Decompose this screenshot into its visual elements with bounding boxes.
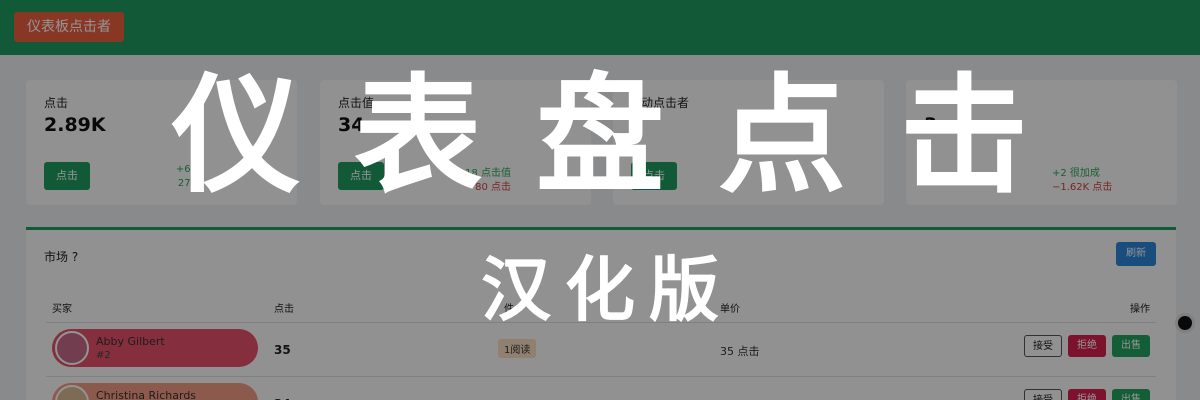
- column-header: 件: [504, 304, 514, 315]
- market-title: 市场 ?: [44, 250, 79, 264]
- reject-button[interactable]: 拒绝: [1068, 389, 1106, 400]
- reject-button[interactable]: 拒绝: [1068, 335, 1106, 357]
- card: 点击 2.89K 点击 +69 275: [26, 80, 297, 205]
- buyer-name: Abby Gilbert: [96, 335, 165, 348]
- buyer-pill: Abby Gilbert #2: [52, 329, 258, 367]
- buyer-name: Christina Richards: [96, 389, 197, 400]
- card-stat: 18 点击值: [465, 168, 511, 179]
- card-stat: +69: [175, 164, 197, 175]
- card-label: 点击值: [338, 96, 375, 110]
- card-stat: 80 点击: [475, 182, 511, 193]
- sell-button[interactable]: 出售: [1112, 335, 1150, 357]
- buyer-id: #2: [96, 350, 111, 361]
- clicks: 35: [274, 343, 291, 357]
- click-button[interactable]: 点击: [44, 162, 90, 190]
- card-label: 点击: [44, 96, 69, 110]
- card-value: 34: [338, 114, 365, 136]
- clicks: 34: [274, 397, 291, 400]
- refresh-button[interactable]: 刷新: [1116, 242, 1156, 266]
- avatar: [55, 331, 89, 365]
- card-label: 动点击者: [641, 96, 690, 110]
- price: 35 点击: [720, 345, 760, 358]
- buyer-row: Christina Richards 34 接受 拒绝 出售: [46, 376, 1156, 400]
- github-icon[interactable]: [1175, 313, 1195, 333]
- card-stat: 275: [177, 178, 197, 189]
- accept-button[interactable]: 接受: [1024, 389, 1062, 400]
- sell-button[interactable]: 出售: [1112, 389, 1150, 400]
- column-header: 点击: [274, 304, 294, 315]
- buyer-pill: Christina Richards: [52, 383, 258, 400]
- market-panel: 市场 ? 刷新 买家 点击 件 单价 操作 Abby Gilbert #2 35…: [26, 227, 1176, 400]
- accept-button[interactable]: 接受: [1024, 335, 1062, 357]
- card-value: 3: [924, 114, 938, 136]
- card: 动点击者 点击: [613, 80, 884, 205]
- header: 仪表板点击者: [0, 0, 1200, 55]
- header-button[interactable]: 仪表板点击者: [14, 12, 124, 42]
- tag: 1阅读: [498, 339, 537, 358]
- click-button[interactable]: 点击: [631, 162, 677, 190]
- click-button[interactable]: 点击: [338, 162, 384, 190]
- buyer-row: Abby Gilbert #2 35 1阅读 35 点击 接受 拒绝 出售: [46, 322, 1156, 376]
- card-value: 2.89K: [44, 114, 106, 136]
- column-header: 单价: [720, 304, 740, 315]
- card: 点击值 34 点击 18 点击值 80 点击: [320, 80, 591, 205]
- card-stat: +2 很加成: [1052, 168, 1100, 179]
- overlay-subtitle: 汉化版: [481, 249, 733, 331]
- column-header: 操作: [1130, 304, 1150, 315]
- card-stat: −1.62K 点击: [1052, 182, 1113, 193]
- card: 3 +2 很加成 −1.62K 点击: [906, 80, 1177, 205]
- overlay-title: 仪表盘点击: [171, 62, 1082, 211]
- column-header: 买家: [52, 304, 72, 315]
